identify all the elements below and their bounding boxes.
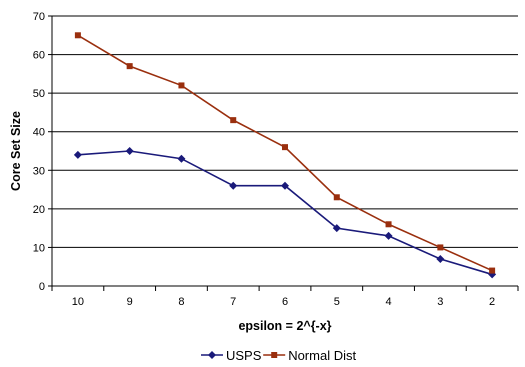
gridlines: [52, 15, 518, 248]
data-point-normal-dist: [385, 221, 392, 228]
y-tick-label: 40: [33, 127, 45, 139]
y-tick-label: 70: [33, 11, 45, 23]
data-point-usps: [73, 150, 82, 159]
x-tick-label: 5: [334, 296, 340, 308]
y-tick-label: 20: [33, 204, 45, 216]
y-tick-label: 60: [33, 50, 45, 62]
legend-label-usps: USPS: [226, 348, 262, 363]
x-tick-label: 8: [178, 296, 184, 308]
x-tick-label: 2: [489, 296, 495, 308]
y-tick-label: 0: [39, 281, 45, 293]
axes: [48, 15, 519, 291]
x-tick-label: 3: [437, 296, 443, 308]
y-tick-label: 30: [33, 165, 45, 177]
x-tick-label: 4: [385, 296, 391, 308]
y-tick-label: 10: [33, 242, 45, 254]
data-point-normal-dist: [178, 82, 185, 89]
data-point-usps: [436, 255, 445, 263]
data-point-usps: [384, 231, 393, 240]
data-point-usps: [281, 181, 289, 190]
data-point-normal-dist: [126, 63, 133, 70]
data-point-normal-dist: [333, 194, 340, 201]
data-point-usps: [332, 224, 341, 233]
x-tick-label: 6: [282, 296, 288, 308]
legend: USPS Normal Dist: [201, 348, 356, 363]
data-point-normal-dist: [489, 267, 496, 274]
x-tick-label: 9: [127, 296, 133, 308]
series-normal-dist: [74, 32, 496, 274]
data-point-normal-dist: [437, 244, 444, 251]
legend-label-normal-dist: Normal Dist: [288, 348, 356, 363]
y-axis-title: Core Set Size: [9, 111, 23, 191]
x-axis-title: epsilon = 2^{-x}: [238, 319, 331, 333]
data-point-normal-dist: [282, 144, 288, 151]
legend-marker-usps: [208, 351, 216, 359]
data-point-usps: [125, 147, 134, 155]
x-tick-label: 7: [230, 296, 236, 308]
series-line-usps: [77, 150, 493, 276]
legend-marker-normal-dist: [271, 352, 278, 358]
series-lines: [73, 32, 497, 279]
data-point-normal-dist: [74, 32, 81, 39]
tick-labels: 0 10 20 30 40 50 60 70 10 9 8 7 6 5 4 3 2: [33, 11, 495, 308]
legend-item-normal-dist: Normal Dist: [263, 348, 356, 363]
data-point-usps: [177, 154, 186, 163]
legend-item-usps: USPS: [201, 348, 262, 363]
y-tick-label: 50: [33, 88, 45, 100]
data-point-normal-dist: [230, 117, 237, 124]
data-point-usps: [229, 181, 238, 190]
x-tick-label: 10: [72, 296, 84, 308]
series-usps: [73, 147, 497, 279]
